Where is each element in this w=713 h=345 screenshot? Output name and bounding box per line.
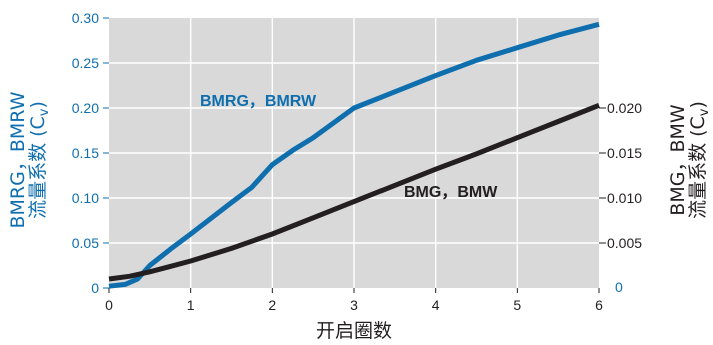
right-tick-label: 0.010 xyxy=(607,190,642,206)
grid-lines xyxy=(109,18,599,288)
x-axis: 0 1 2 3 4 5 6 xyxy=(105,288,603,313)
right-axis-title: BMG，BMW 流量系数 (Cv) xyxy=(667,101,712,219)
left-tick-label: 0 xyxy=(91,280,99,296)
x-tick-label: 4 xyxy=(432,297,440,313)
left-axis: 0 0.05 0.10 0.15 0.20 0.25 0.30 xyxy=(72,10,109,296)
right-axis: 0 0.005 0.010 0.015 0.020 xyxy=(599,100,642,295)
left-tick-label: 0.05 xyxy=(72,235,99,251)
series-label-bmg-bmw: BMG，BMW xyxy=(404,184,498,201)
x-axis-title: 开启圈数 xyxy=(316,320,392,342)
x-tick-label: 5 xyxy=(513,297,521,313)
left-tick-label: 0.10 xyxy=(72,190,99,206)
left-tick-label: 0.30 xyxy=(72,10,99,26)
left-axis-title: BMRG，BMRW 流量系数 (Cv) xyxy=(7,91,52,228)
series-lines xyxy=(108,21,600,289)
series-line-bmrg-bmrw xyxy=(108,21,600,289)
right-axis-title-line1: BMG，BMW xyxy=(667,104,689,216)
right-tick-label: 0.005 xyxy=(607,235,642,251)
x-tick-label: 0 xyxy=(105,297,113,313)
right-axis-title-sub: v xyxy=(697,108,712,116)
x-tick-label: 2 xyxy=(268,297,276,313)
right-tick-label: 0.015 xyxy=(607,145,642,161)
series-label-bmrg-bmrw: BMRG，BMRW xyxy=(200,93,317,110)
left-tick-label: 0.20 xyxy=(72,100,99,116)
right-axis-title-line2: 流量系数 (Cv) xyxy=(687,101,712,219)
right-tick-label: 0.020 xyxy=(607,100,642,116)
right-tick-label: 0 xyxy=(615,279,623,295)
left-tick-label: 0.25 xyxy=(72,55,99,71)
x-tick-label: 3 xyxy=(350,297,358,313)
x-tick-label: 1 xyxy=(187,297,195,313)
left-tick-label: 0.15 xyxy=(72,145,99,161)
left-axis-title-line2: 流量系数 (Cv) xyxy=(27,101,52,219)
x-tick-label: 6 xyxy=(595,297,603,313)
left-axis-title-line1: BMRG，BMRW xyxy=(7,91,29,228)
left-axis-title-sub: v xyxy=(37,108,52,116)
series-line-bmg-bmw xyxy=(108,102,600,282)
